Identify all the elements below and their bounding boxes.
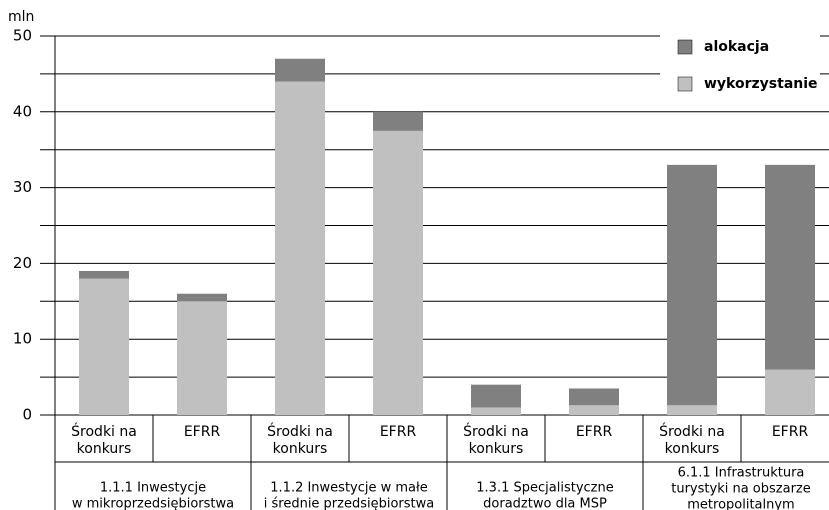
x-tick-label: Środki na xyxy=(659,422,725,440)
y-tick-label: 0 xyxy=(22,406,32,424)
bar xyxy=(373,130,423,415)
y-unit: mln xyxy=(8,9,34,25)
group-label: 6.1.1 Infrastruktura xyxy=(678,466,805,481)
bar xyxy=(667,405,717,415)
group-label: 1.3.1 Specjalistyczne xyxy=(476,481,613,496)
group-label: 1.1.1 Inwestycje xyxy=(100,481,206,496)
legend-swatch xyxy=(677,76,693,92)
group-label: w mikroprzedsiębiorstwa xyxy=(72,497,234,510)
x-tick-label: konkurs xyxy=(77,441,132,457)
group-label: i średnie przedsiębiorstwa xyxy=(264,497,435,510)
y-tick-label: 10 xyxy=(13,330,32,348)
group-label: doradztwo dla MSP xyxy=(483,497,607,510)
y-tick-label: 30 xyxy=(13,178,32,196)
x-tick-label: EFRR xyxy=(772,424,809,440)
bar xyxy=(569,405,619,415)
legend-swatch xyxy=(677,39,693,55)
legend-label: alokacja xyxy=(704,39,769,55)
bar xyxy=(177,301,227,415)
bar xyxy=(471,407,521,415)
x-tick-label: konkurs xyxy=(273,441,328,457)
x-tick-label: EFRR xyxy=(184,424,221,440)
y-tick-label: 20 xyxy=(13,254,32,272)
y-tick-label: 40 xyxy=(13,102,32,120)
y-tick-label: 50 xyxy=(13,27,32,45)
x-tick-label: Środki na xyxy=(463,422,529,440)
group-label: turystyki na obszarze xyxy=(671,482,810,497)
x-tick-label: Środki na xyxy=(71,422,137,440)
x-tick-label: konkurs xyxy=(469,441,524,457)
x-tick-label: EFRR xyxy=(380,424,417,440)
bar xyxy=(79,278,129,415)
group-label: metropolitalnym xyxy=(687,498,794,510)
legend-label: wykorzystanie xyxy=(704,76,818,92)
x-tick-label: Środki na xyxy=(267,422,333,440)
x-tick-label: EFRR xyxy=(576,424,613,440)
bar xyxy=(765,369,815,415)
bar xyxy=(667,164,717,415)
group-label: 1.1.2 Inwestycje w małe xyxy=(270,481,427,496)
bar xyxy=(275,81,325,415)
x-tick-label: konkurs xyxy=(665,441,720,457)
